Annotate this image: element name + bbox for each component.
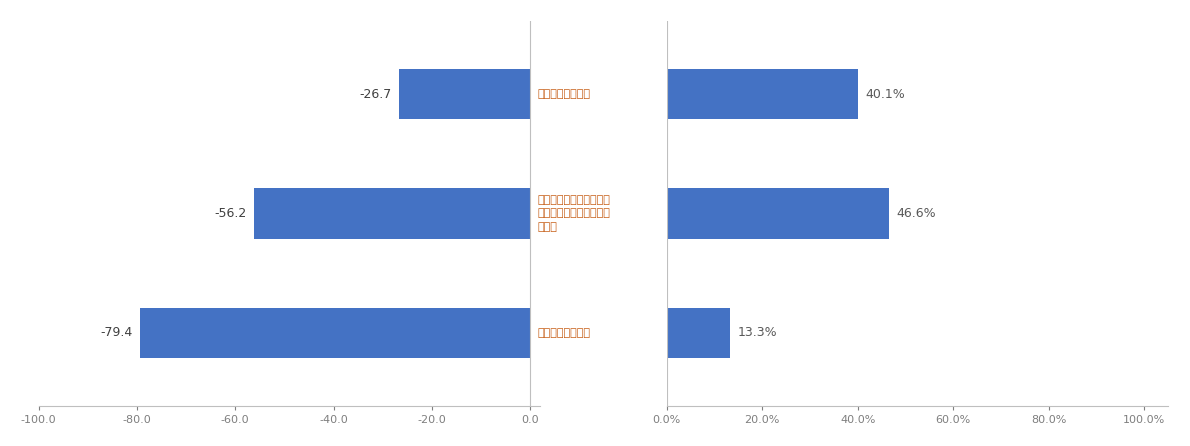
Bar xyxy=(253,188,531,239)
Text: 十分理解している: 十分理解している xyxy=(538,89,590,99)
Bar xyxy=(666,69,858,120)
Text: 40.1%: 40.1% xyxy=(865,88,906,101)
Bar xyxy=(140,308,531,358)
Bar xyxy=(399,69,531,120)
Bar xyxy=(666,308,731,358)
Bar xyxy=(666,188,889,239)
Text: -79.4: -79.4 xyxy=(100,326,132,339)
Text: -56.2: -56.2 xyxy=(214,207,246,220)
Text: -26.7: -26.7 xyxy=(359,88,392,101)
Text: 13.3%: 13.3% xyxy=(738,326,777,339)
Text: 契約時は理解していたが
現在はあまり理解できて
いない: 契約時は理解していたが 現在はあまり理解できて いない xyxy=(538,195,610,231)
Text: 理解できていない: 理解できていない xyxy=(538,328,590,338)
Text: 46.6%: 46.6% xyxy=(896,207,935,220)
